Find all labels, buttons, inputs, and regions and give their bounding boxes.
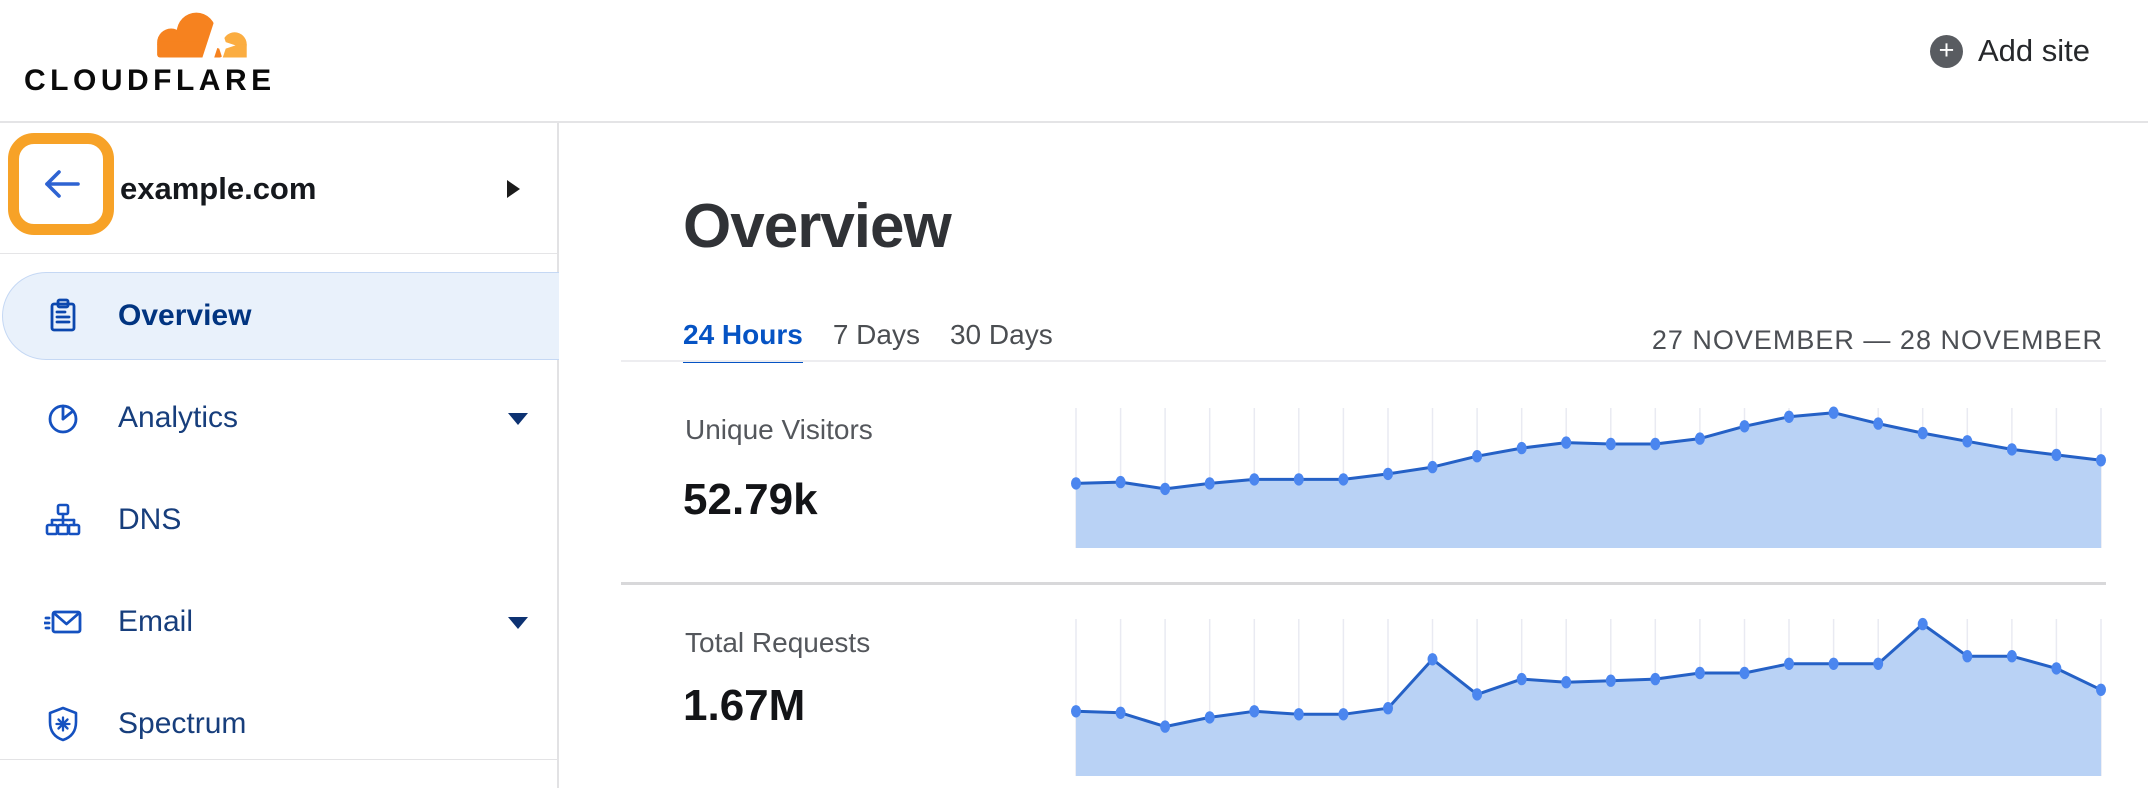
hierarchy-icon	[45, 503, 81, 536]
sidebar-item-overview[interactable]: Overview	[0, 272, 559, 360]
page-title: Overview	[683, 192, 952, 261]
arrow-left-icon	[45, 170, 80, 198]
top-header: CLOUDFLARE + Add site	[0, 0, 2148, 123]
sidebar-item-label: Email	[118, 605, 194, 638]
pie-chart-icon	[48, 404, 78, 434]
cloudflare-cloud-icon	[157, 11, 247, 63]
stat-value-total-requests: 1.67M	[683, 681, 806, 730]
annotation-highlight-box	[8, 133, 114, 235]
sidebar: example.com Overview Analytics	[0, 123, 559, 788]
row-divider	[621, 582, 2106, 585]
cloudflare-logo[interactable]: CLOUDFLARE	[22, 4, 271, 116]
tab-24-hours[interactable]: 24 Hours	[683, 319, 803, 363]
envelope-icon	[44, 610, 82, 634]
sidebar-item-email[interactable]: Email	[0, 578, 559, 666]
tab-30-days[interactable]: 30 Days	[949, 319, 1053, 350]
stat-label-unique-visitors: Unique Visitors	[685, 414, 873, 445]
add-site-button[interactable]: + Add site	[1929, 33, 2090, 69]
active-item-pill	[2, 272, 559, 360]
back-button[interactable]	[38, 165, 84, 203]
chevron-right-icon[interactable]	[507, 180, 520, 198]
sidebar-section-divider	[0, 759, 559, 760]
sidebar-item-dns[interactable]: DNS	[0, 476, 559, 564]
sidebar-item-label: Overview	[118, 299, 252, 332]
sidebar-item-label: Spectrum	[118, 707, 247, 740]
clipboard-icon	[50, 298, 76, 332]
plus-icon: +	[1929, 34, 1963, 68]
add-site-label: Add site	[1977, 33, 2090, 68]
chevron-down-icon[interactable]	[508, 413, 528, 425]
cloudflare-wordmark: CLOUDFLARE	[24, 64, 276, 97]
stat-value-unique-visitors: 52.79k	[683, 475, 818, 524]
site-name: example.com	[120, 170, 317, 206]
total-requests-area-chart	[1071, 607, 2106, 776]
date-range-label: 27 NOVEMBER — 28 NOVEMBER	[1651, 325, 2103, 355]
chevron-down-icon[interactable]	[508, 617, 528, 629]
sidebar-item-label: DNS	[118, 503, 182, 536]
tab-7-days[interactable]: 7 Days	[832, 319, 920, 350]
site-selector: example.com	[0, 123, 557, 254]
shield-asterisk-icon	[48, 706, 78, 742]
unique-visitors-area-chart	[1071, 396, 2106, 548]
sidebar-item-analytics[interactable]: Analytics	[0, 374, 559, 462]
main-content: Overview 24 Hours 7 Days 30 Days 27 NOVE…	[561, 123, 2148, 788]
stat-label-total-requests: Total Requests	[685, 627, 871, 658]
section-divider	[621, 360, 2106, 362]
time-range-tabs: 24 Hours 7 Days 30 Days	[683, 319, 1053, 363]
sidebar-item-spectrum[interactable]: Spectrum	[0, 680, 559, 768]
sidebar-item-label: Analytics	[118, 401, 239, 434]
